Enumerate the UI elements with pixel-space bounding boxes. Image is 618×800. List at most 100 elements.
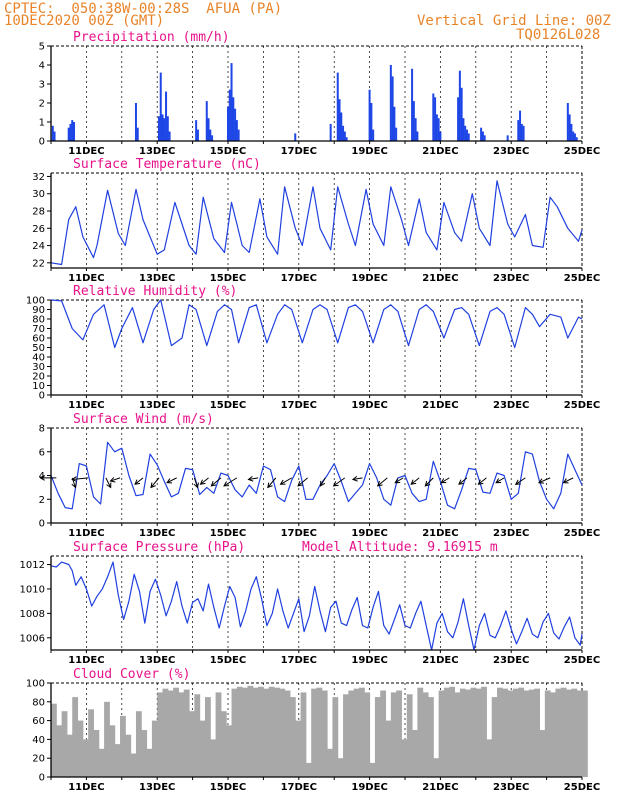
precip-bar bbox=[53, 131, 56, 141]
x-tick-label: 25DEC bbox=[564, 528, 600, 539]
cloud-bar bbox=[268, 686, 275, 777]
precip-bar bbox=[506, 135, 509, 141]
cloud-bar bbox=[66, 734, 73, 777]
cloud-bar bbox=[497, 687, 503, 777]
series-line bbox=[50, 299, 583, 349]
y-tick-label: 40 bbox=[32, 353, 45, 364]
x-tick-label: 21DEC bbox=[422, 528, 458, 539]
precip-bar bbox=[370, 103, 373, 141]
wind-arrowhead bbox=[376, 481, 383, 487]
precip-bar bbox=[227, 106, 229, 141]
precip-bar bbox=[234, 108, 237, 141]
cloud-bar bbox=[422, 692, 429, 777]
x-tick-label: 17DEC bbox=[281, 655, 317, 666]
y-tick-label: 5 bbox=[39, 42, 45, 53]
wind-arrowhead bbox=[267, 482, 273, 489]
wind-vector bbox=[352, 477, 363, 480]
precip-bar bbox=[457, 97, 460, 141]
cloud-bar bbox=[93, 730, 100, 777]
x-tick-label: 13DEC bbox=[139, 400, 175, 411]
cloud-bar bbox=[215, 692, 222, 777]
wind-arrowhead bbox=[562, 478, 569, 484]
cloud-bar bbox=[369, 762, 376, 777]
cloud-bar bbox=[130, 753, 137, 777]
x-tick-label: 11DEC bbox=[68, 655, 104, 666]
y-tick-label: 1 bbox=[39, 118, 45, 129]
y-tick-label: 4 bbox=[39, 61, 45, 72]
cloud-bar bbox=[512, 688, 519, 777]
y-tick-label: 8 bbox=[39, 424, 45, 435]
cloud-bar bbox=[374, 697, 381, 777]
cloud-bar bbox=[502, 688, 509, 777]
y-tick-label: 1010 bbox=[20, 584, 45, 595]
y-tick-label: 28 bbox=[32, 207, 45, 218]
wind-vector bbox=[424, 477, 434, 487]
wind-arrowhead bbox=[193, 482, 199, 489]
precip-bar bbox=[414, 118, 417, 141]
x-tick-label: 25DEC bbox=[564, 273, 600, 284]
panel-title: Surface Temperature (nC) bbox=[73, 157, 261, 172]
y-tick-label: 40 bbox=[32, 735, 45, 746]
wind-arrowhead bbox=[109, 477, 116, 483]
x-tick-label: 11DEC bbox=[68, 782, 104, 793]
x-tick-label: 19DEC bbox=[351, 146, 387, 157]
precip-bar bbox=[391, 76, 394, 141]
x-tick-label: 11DEC bbox=[68, 400, 104, 411]
wind-arrowhead bbox=[279, 479, 286, 485]
precip-bar bbox=[342, 125, 345, 141]
x-tick-label: 23DEC bbox=[493, 146, 529, 157]
y-tick-label: 80 bbox=[32, 315, 45, 326]
y-tick-label: 22 bbox=[32, 258, 45, 269]
wind-arrowhead bbox=[440, 478, 447, 484]
precip-bar bbox=[232, 97, 235, 141]
cloud-bar bbox=[401, 739, 408, 777]
y-tick-label: 1008 bbox=[20, 609, 45, 620]
cloud-bar bbox=[226, 725, 233, 777]
wind-arrowhead bbox=[332, 481, 339, 487]
cloud-bar bbox=[114, 744, 121, 777]
precip-bar bbox=[458, 70, 461, 141]
wind-vector bbox=[478, 477, 487, 485]
cloud-bar bbox=[72, 697, 79, 777]
cloud-bar bbox=[98, 748, 105, 777]
cloud-bar bbox=[279, 688, 286, 777]
panel-title: Cloud Cover (%) bbox=[73, 667, 190, 682]
precip-bar bbox=[395, 127, 398, 141]
station-header: CPTEC: 050:38W-00:28S AFUA (PA) bbox=[4, 1, 283, 17]
x-tick-label: 15DEC bbox=[210, 782, 246, 793]
cloud-bar bbox=[358, 687, 365, 777]
wind-vector bbox=[110, 477, 121, 482]
precip-bar bbox=[159, 72, 162, 141]
precip-bar bbox=[73, 122, 76, 141]
x-tick-label: 13DEC bbox=[139, 655, 175, 666]
precip-bar bbox=[480, 127, 483, 141]
wind-arrowhead bbox=[247, 475, 254, 482]
cloud-bar bbox=[167, 690, 174, 777]
cloud-bar bbox=[348, 690, 355, 777]
x-tick-label: 19DEC bbox=[351, 400, 387, 411]
cloud-bar bbox=[82, 739, 89, 777]
grid-note: Vertical Grid Line: 00Z bbox=[417, 13, 611, 29]
cloud-bar bbox=[120, 715, 126, 777]
precip-bar bbox=[67, 127, 70, 141]
cloud-bar bbox=[417, 687, 424, 777]
cloud-bar bbox=[135, 711, 142, 777]
y-tick-label: 20 bbox=[32, 372, 45, 383]
wind-arrowhead bbox=[297, 481, 304, 487]
cloud-bar bbox=[173, 687, 179, 777]
x-tick-label: 19DEC bbox=[351, 655, 387, 666]
cloud-bar bbox=[523, 690, 530, 777]
cloud-bar bbox=[486, 739, 493, 777]
model-label: TQ0126L028 bbox=[516, 27, 601, 43]
precip-bar bbox=[205, 101, 208, 141]
wind-vector bbox=[440, 477, 450, 484]
wind-vector bbox=[297, 477, 308, 487]
wind-vector bbox=[248, 477, 259, 480]
wind-vector bbox=[267, 477, 277, 488]
wind-vector bbox=[280, 477, 292, 485]
y-tick-label: 24 bbox=[32, 241, 45, 252]
cloud-bar bbox=[406, 694, 413, 777]
wind-arrowhead bbox=[320, 480, 326, 487]
cloud-bar bbox=[327, 748, 333, 777]
precip-bar bbox=[393, 106, 396, 141]
